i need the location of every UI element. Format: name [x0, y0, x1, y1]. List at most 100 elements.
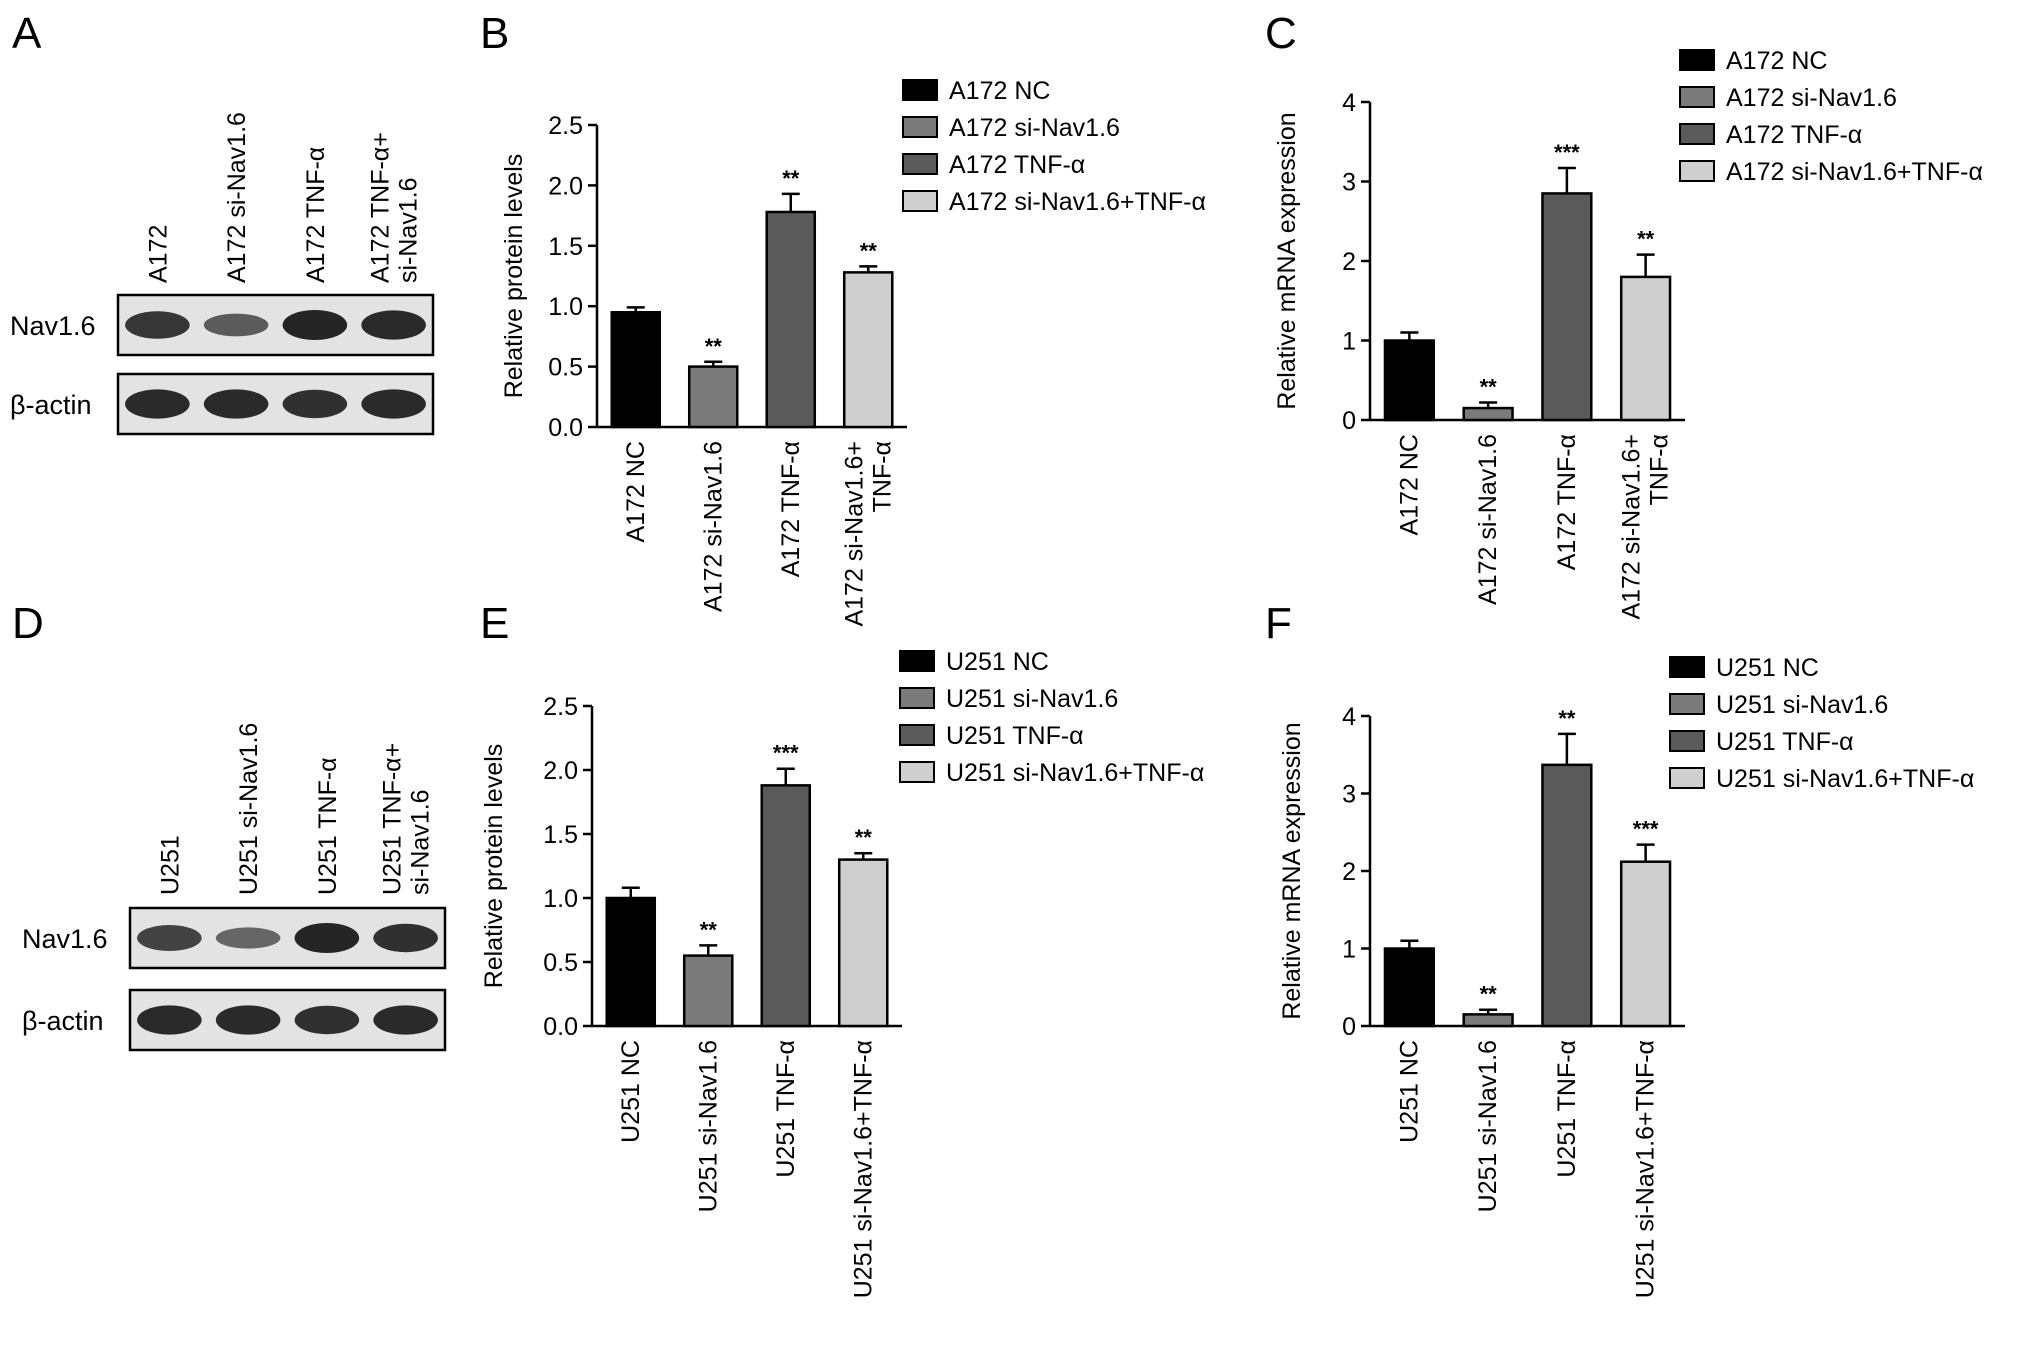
bar-chart-b: 0.0 0.5 1.0 1.5 2.0 2.5 Relative protein level… [500, 77, 1206, 627]
legend-label: A172 si-Nav1.6+TNF-α [949, 188, 1206, 216]
bar [1619, 860, 1672, 1028]
bar [1619, 275, 1672, 422]
significance-label: *** [773, 741, 799, 766]
legend-label: A172 TNF-α [1726, 121, 1862, 149]
legend-swatch [1679, 86, 1715, 108]
lane-label: A172 TNF-α+si-Nav1.6 [367, 132, 423, 283]
blot-row-label: β-actin [10, 390, 92, 420]
category-label: A172 si-Nav1.6+TNF-α [840, 441, 896, 627]
panel-letter-e: E [480, 599, 509, 648]
y-axis-label: Relative protein levels [480, 744, 508, 989]
blot-row-label: Nav1.6 [22, 924, 108, 954]
blot-band [137, 1005, 202, 1035]
legend-swatch [899, 687, 935, 709]
bar [687, 365, 739, 429]
western-blot-d: U251 U251 si-Nav1.6 U251 TNF-α U251 TNF-α+s… [22, 723, 447, 1052]
bar [1541, 192, 1593, 422]
legend-swatch [1669, 693, 1705, 715]
y-tick-label: 1.5 [543, 821, 578, 849]
y-tick-label: 1.0 [543, 885, 578, 913]
legend-label: U251 si-Nav1.6 [946, 685, 1118, 713]
bar [842, 271, 894, 429]
legend-swatch [1679, 160, 1715, 182]
category-label: U251 TNF-α [772, 1040, 800, 1178]
category-label: A172 si-Nav1.6 [699, 441, 727, 612]
blot-band [203, 313, 269, 337]
y-tick-label: 2.0 [543, 757, 578, 785]
lane-label: U251 TNF-α+si-Nav1.6 [379, 743, 435, 895]
category-label: U251 si-Nav1.6 [1474, 1040, 1502, 1212]
legend-label: U251 NC [946, 648, 1049, 676]
blot-band [215, 1005, 281, 1035]
blot-band [125, 311, 190, 339]
blot-band [361, 389, 426, 419]
category-label: A172 si-Nav1.6+TNF-α [1618, 434, 1674, 620]
lane-label: A172 si-Nav1.6 [223, 112, 251, 283]
category-label: A172 NC [1395, 434, 1423, 535]
blot-band [282, 310, 348, 340]
legend-swatch [902, 190, 938, 212]
legend-swatch [902, 79, 938, 101]
blot-band [294, 923, 360, 953]
legend-swatch [1669, 767, 1705, 789]
category-label: A172 TNF-α [777, 441, 805, 577]
legend-swatch [1679, 123, 1715, 145]
y-tick-label: 0 [1342, 1013, 1356, 1041]
significance-label: ** [700, 917, 718, 942]
significance-label: ** [855, 825, 873, 850]
legend-label: A172 NC [1726, 47, 1827, 75]
significance-label: ** [1637, 227, 1655, 252]
bar [1462, 1013, 1514, 1028]
lane-label: A172 [144, 225, 172, 283]
legend-swatch [899, 650, 935, 672]
y-tick-label: 0.5 [543, 949, 578, 977]
y-tick-label: 1.0 [548, 293, 583, 321]
panel-letter-c: C [1265, 9, 1297, 58]
legend-swatch [899, 761, 935, 783]
blot-band [373, 1005, 438, 1035]
bar [1383, 339, 1436, 422]
lane-label: U251 TNF-α [314, 757, 342, 895]
legend-label: U251 TNF-α [1716, 728, 1854, 756]
category-label: U251 si-Nav1.6+TNF-α [849, 1040, 877, 1298]
y-tick-label: 2.0 [548, 172, 583, 200]
bar [837, 858, 889, 1028]
legend-label: A172 NC [949, 77, 1050, 105]
panel-letter-b: B [480, 9, 509, 58]
category-label: A172 NC [622, 441, 650, 542]
bar [1462, 406, 1514, 422]
blot-row-label: Nav1.6 [10, 311, 96, 341]
blot-band [373, 923, 438, 953]
legend-label: A172 TNF-α [949, 151, 1085, 179]
legend-label: U251 si-Nav1.6 [1716, 691, 1888, 719]
category-label: U251 TNF-α [1553, 1040, 1581, 1178]
panel-letter-f: F [1265, 599, 1292, 648]
lane-label: A172 TNF-α [302, 147, 330, 283]
blot-band [294, 1005, 360, 1035]
bar [605, 896, 657, 1028]
bar [1541, 763, 1593, 1028]
panel-letter-a: A [12, 9, 42, 58]
bar [610, 310, 662, 429]
significance-label: ** [705, 334, 723, 359]
bar [760, 784, 812, 1028]
y-tick-label: 2 [1342, 248, 1356, 276]
legend-swatch [1669, 656, 1705, 678]
y-tick-label: 4 [1342, 89, 1356, 117]
category-label: U251 si-Nav1.6+TNF-α [1632, 1040, 1660, 1298]
panel-letter-d: D [12, 599, 44, 648]
category-label: U251 si-Nav1.6 [694, 1040, 722, 1212]
y-tick-label: 1 [1342, 328, 1356, 356]
y-tick-label: 0.5 [548, 354, 583, 382]
significance-label: ** [1480, 375, 1498, 400]
blot-band [282, 389, 348, 419]
bar-chart-e: 0.0 0.5 1.0 1.5 2.0 2.5 Relative protein level… [480, 648, 1204, 1298]
bar [765, 210, 817, 429]
y-tick-label: 2.5 [548, 112, 583, 140]
bar-chart-f: 0 1 2 3 4 Relative mRNA expression U251 NC ** U2… [1278, 654, 1974, 1298]
western-blot-a: A172 A172 si-Nav1.6 A172 TNF-α A172 TNF-α+s… [10, 112, 435, 436]
lane-label: U251 si-Nav1.6 [235, 723, 263, 895]
y-tick-label: 4 [1342, 703, 1356, 731]
blot-band [137, 925, 202, 951]
blot-row-label: β-actin [22, 1006, 104, 1036]
